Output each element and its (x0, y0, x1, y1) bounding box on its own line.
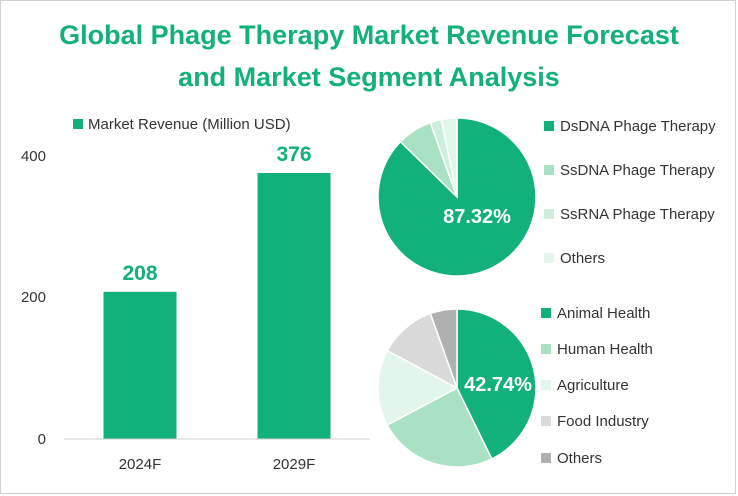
chart-title: Global Phage Therapy Market Revenue Fore… (0, 14, 738, 98)
pie2-slice-human-health (386, 386, 493, 468)
bar-legend-swatch (73, 119, 83, 129)
pie2-legend-swatch-human-health (541, 344, 551, 354)
pie1-legend-swatch-ssrna (544, 209, 554, 219)
pie2-legend-label-animal-health: Animal Health (557, 305, 650, 322)
bar-data-label-2024F: 208 (122, 262, 157, 285)
y-tick-label-400: 400 (21, 148, 46, 165)
pie2-legend-label-others: Others (557, 450, 602, 467)
pie1-legend-label-ssrna: SsRNA Phage Therapy (560, 206, 715, 223)
pie2-legend-label-food-industry: Food Industry (557, 413, 649, 430)
pie2-data-label: 42.74% (464, 374, 532, 396)
pie-chart-application (377, 308, 537, 468)
chart-title-line-2: and Market Segment Analysis (178, 62, 560, 92)
pie2-slice-animal-health (456, 308, 537, 460)
bar-legend-label: Market Revenue (Million USD) (88, 116, 291, 133)
pie2-legend-swatch-food-industry (541, 416, 551, 426)
pie2-legend-swatch-agriculture (541, 380, 551, 390)
bar-2024F (103, 291, 177, 439)
bar-2029F (257, 172, 331, 440)
x-tick-label-2024F: 2024F (119, 456, 162, 473)
x-tick-label-2029F: 2029F (273, 456, 316, 473)
pie1-slice-others (440, 117, 458, 198)
pie-chart-phage-type (377, 117, 537, 277)
pie1-data-label: 87.32% (443, 206, 511, 228)
pie1-legend-swatch-dsdna (544, 121, 554, 131)
chart-title-line-1: Global Phage Therapy Market Revenue Fore… (59, 20, 679, 50)
pie2-legend-swatch-others (541, 453, 551, 463)
pie1-legend-label-dsdna: DsDNA Phage Therapy (560, 118, 716, 135)
pie2-slice-others (429, 308, 458, 389)
pie1-legend-label-others: Others (560, 250, 605, 267)
y-tick-label-200: 200 (21, 289, 46, 306)
pie1-legend-swatch-ssdna (544, 165, 554, 175)
bar-data-label-2029F: 376 (276, 143, 311, 166)
pie2-legend-label-agriculture: Agriculture (557, 377, 629, 394)
pie1-legend-label-ssdna: SsDNA Phage Therapy (560, 162, 715, 179)
pie2-slice-agriculture (377, 349, 459, 427)
y-tick-label-0: 0 (38, 431, 46, 448)
pie2-legend-label-human-health: Human Health (557, 341, 653, 358)
pie2-legend-swatch-animal-health (541, 308, 551, 318)
pie1-legend-swatch-others (544, 253, 554, 263)
